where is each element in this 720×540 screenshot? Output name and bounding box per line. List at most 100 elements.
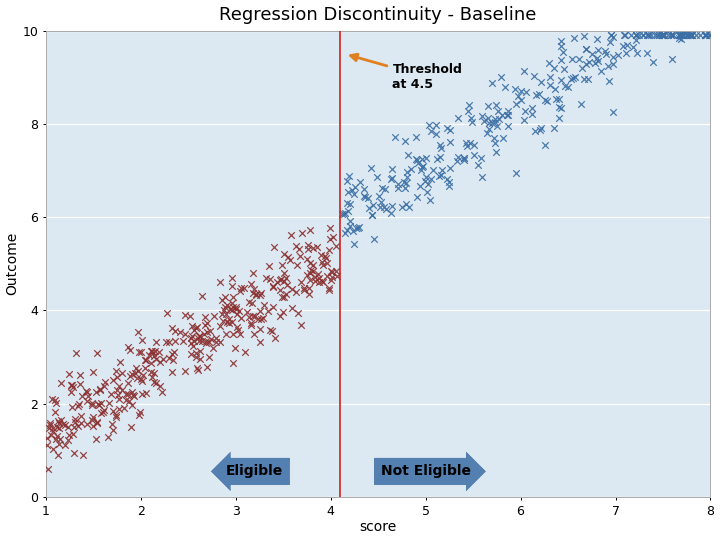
Point [515,96,526,105]
Point [114,358,126,367]
Point [539,140,551,149]
Point [310,272,321,281]
Point [297,229,308,238]
Point [468,141,480,150]
Point [279,249,290,258]
Point [416,155,428,164]
Point [466,114,477,123]
Point [107,425,119,434]
Point [114,381,125,390]
Point [62,423,73,431]
Point [553,103,564,111]
Point [593,46,604,55]
Point [136,390,148,399]
Point [145,358,157,367]
Point [444,178,455,186]
Text: Eligible: Eligible [226,464,284,478]
Point [281,281,292,289]
Point [228,292,239,301]
Point [401,168,413,177]
Point [201,327,212,336]
Point [534,90,545,98]
Point [59,420,71,429]
Point [704,31,716,39]
Point [307,267,319,275]
Point [51,423,63,431]
Point [247,268,258,277]
Point [330,241,342,250]
Point [526,110,538,118]
Point [677,31,688,39]
Point [179,367,191,375]
Point [620,49,631,57]
Point [194,332,205,340]
Point [140,355,151,364]
Point [343,187,354,196]
Point [375,198,387,206]
Point [435,171,446,179]
Point [192,322,203,331]
Point [57,420,68,428]
Point [483,125,495,133]
Point [124,346,135,355]
Point [486,119,498,127]
Point [154,382,166,390]
Point [544,72,556,81]
Point [136,377,148,386]
Point [578,75,590,83]
Point [274,286,286,294]
Point [658,31,670,39]
Point [199,320,210,329]
Point [608,107,619,116]
Point [113,405,125,414]
Point [483,118,495,127]
Point [250,312,261,320]
Point [149,347,161,355]
Point [317,276,328,285]
Point [279,269,290,278]
Point [589,58,600,67]
Point [665,31,677,39]
Point [140,355,151,364]
Point [435,141,446,150]
Point [140,389,152,397]
Point [381,205,392,213]
Point [349,183,361,191]
Point [207,343,219,352]
Point [123,396,135,405]
Point [654,31,665,39]
Point [146,347,158,356]
Point [582,75,593,83]
Point [331,272,343,280]
Point [526,103,538,112]
Point [107,375,118,384]
Point [148,369,160,377]
Point [274,275,286,284]
Point [298,284,310,293]
Point [359,192,370,200]
Point [441,175,452,184]
Point [675,35,687,44]
Point [281,290,292,299]
Point [658,31,670,39]
Point [230,305,242,314]
Point [255,288,266,297]
Point [344,221,356,230]
Point [555,41,567,50]
Point [194,355,205,364]
Point [436,166,447,174]
Point [307,243,319,252]
Point [202,363,213,372]
Point [243,313,255,322]
Point [479,117,490,125]
Point [387,164,398,173]
Point [70,348,81,357]
Point [662,31,674,39]
Point [667,31,678,39]
Point [67,381,78,389]
Point [111,367,122,375]
Point [42,441,53,450]
Point [549,84,561,93]
Point [132,367,143,375]
Point [223,318,235,327]
